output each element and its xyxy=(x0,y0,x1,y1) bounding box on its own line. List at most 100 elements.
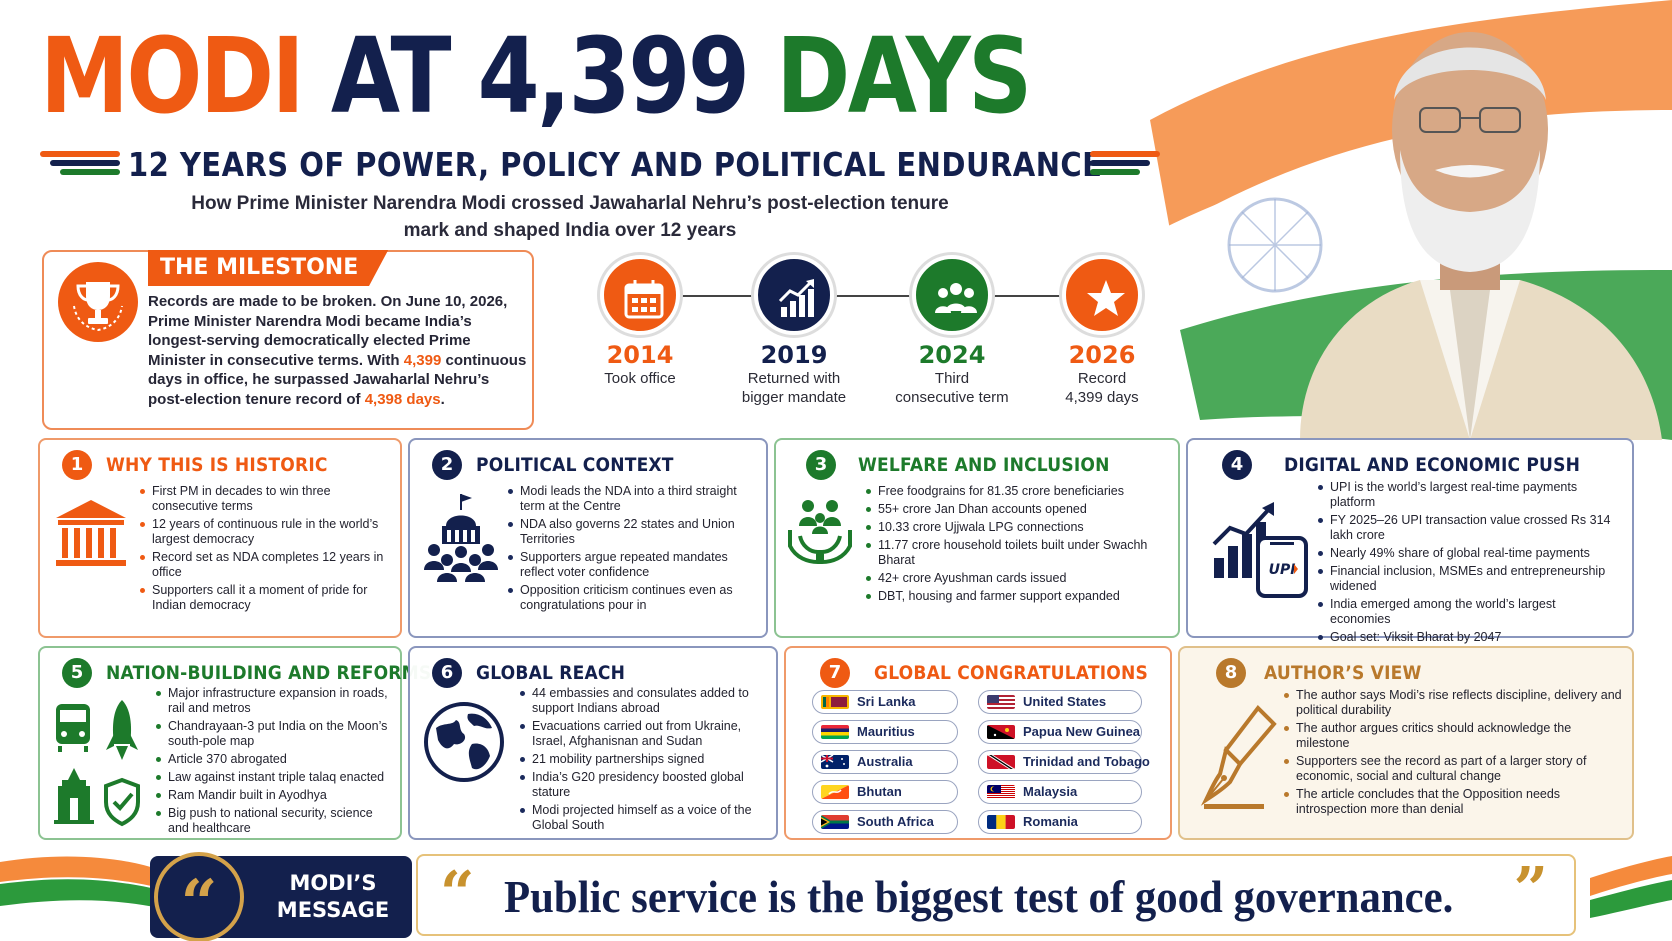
flag-trinidad-tobago-icon xyxy=(987,755,1015,769)
list-item: Modi projected himself as a voice of the… xyxy=(520,803,770,833)
fountain-pen-icon xyxy=(1200,704,1277,809)
country-name: South Africa xyxy=(857,814,934,829)
list-item: Nearly 49% share of global real-time pay… xyxy=(1318,546,1618,561)
list-item: 55+ crore Jan Dhan accounts opened xyxy=(866,502,1166,517)
card-political-context: 2 POLITICAL CONTEXT Modi leads the NDA i… xyxy=(408,438,768,638)
globe-icon xyxy=(424,702,504,782)
list-item: Opposition criticism continues even as c… xyxy=(508,583,758,613)
card-title: WELFARE AND INCLUSION xyxy=(858,454,1110,476)
card-title: DIGITAL AND ECONOMIC PUSH xyxy=(1284,454,1581,476)
card-number: 7 xyxy=(820,658,850,688)
flag-australia-icon xyxy=(821,755,849,769)
list-item: Evacuations carried out from Ukraine, Is… xyxy=(520,719,770,749)
list-item: Free foodgrains for 81.35 crore benefici… xyxy=(866,484,1166,499)
badge-line-2: MESSAGE xyxy=(276,898,390,922)
list-item: Supporters see the record as part of a l… xyxy=(1284,754,1624,784)
card-title: AUTHOR’S VIEW xyxy=(1264,662,1422,684)
card-number: 6 xyxy=(432,658,462,688)
timeline-badge-2024 xyxy=(912,255,992,335)
milestone-highlight-record: 4,398 days xyxy=(364,390,441,408)
card-list: Major infrastructure expansion in roads,… xyxy=(156,686,396,839)
flag-bhutan-icon xyxy=(821,785,849,799)
list-item: Chandrayaan-3 put India on the Moon’s so… xyxy=(156,719,396,749)
list-item: Record set as NDA completes 12 years in … xyxy=(140,550,390,580)
list-item: 12 years of continuous rule in the world… xyxy=(140,517,390,547)
growth-chart-icon xyxy=(778,279,814,317)
country-pill-south-africa: South Africa xyxy=(812,810,958,834)
star-icon xyxy=(1087,280,1125,316)
tagline: How Prime Minister Narendra Modi crossed… xyxy=(120,190,1020,244)
card-list: Modi leads the NDA into a third straight… xyxy=(508,484,758,616)
flag-sri-lanka-icon xyxy=(821,695,849,709)
timeline-year: 2026 xyxy=(1068,341,1136,369)
caring-hands-icon xyxy=(788,500,852,565)
milestone-text-a: Records are made to be broken. On June 1… xyxy=(148,293,508,369)
country-name: United States xyxy=(1023,694,1107,709)
card-title: NATION-BUILDING AND REFORMS xyxy=(106,662,432,684)
title-part-number: 4,399 xyxy=(477,15,751,137)
list-item: 10.33 crore Ujjwala LPG connections xyxy=(866,520,1166,535)
timeline-badge-2014 xyxy=(600,255,680,335)
timeline-caption: Third xyxy=(934,370,970,387)
timeline-step-2024: 2024 Third consecutive term xyxy=(872,255,1032,407)
tenure-timeline: 2014 Took office 2019 Returned with bigg… xyxy=(580,255,1180,425)
card-digital-economic: 4 DIGITAL AND ECONOMIC PUSH UPI UPI is t… xyxy=(1186,438,1634,644)
card-title: GLOBAL CONGRATULATIONS xyxy=(874,662,1148,684)
country-name: Romania xyxy=(1023,814,1078,829)
country-pill-mauritius: Mauritius xyxy=(812,720,958,744)
badge-line-1: MODI’S xyxy=(289,871,377,895)
timeline-caption: Record xyxy=(1077,370,1127,387)
card-nation-building: 5 NATION-BUILDING AND REFORMS Major infr… xyxy=(38,646,431,840)
list-item: Article 370 abrogated xyxy=(156,752,396,767)
quote-box: “ Public service is the biggest test of … xyxy=(416,854,1576,936)
timeline-caption: 4,399 days xyxy=(1065,389,1139,406)
crowd-building-icon xyxy=(424,494,498,582)
tagline-line-2: mark and shaped India over 12 years xyxy=(403,220,737,241)
country-pill-trinidad-tobago: Trinidad and Tobago xyxy=(978,750,1150,774)
milestone-text: Records are made to be broken. On June 1… xyxy=(148,292,528,409)
milestone-highlight-days: 4,399 xyxy=(403,351,442,369)
trophy-badge xyxy=(58,262,138,342)
card-global-congratulations: 7 GLOBAL CONGRATULATIONS Sri Lanka Unite… xyxy=(784,646,1172,840)
timeline-step-2014: 2014 Took office xyxy=(560,255,720,388)
flag-mauritius-icon xyxy=(821,725,849,739)
country-name: Australia xyxy=(857,754,913,769)
timeline-step-2026: 2026 Record 4,399 days xyxy=(1022,255,1182,407)
country-name: Malaysia xyxy=(1023,784,1078,799)
trophy-icon xyxy=(73,282,123,332)
quote-badge-mark: “ xyxy=(180,866,218,941)
list-item: The author argues critics should acknowl… xyxy=(1284,721,1624,751)
card-number: 2 xyxy=(432,450,462,480)
open-quote-mark: “ xyxy=(440,859,475,929)
country-pill-romania: Romania xyxy=(978,810,1142,834)
country-name: Trinidad and Tobago xyxy=(1023,754,1150,769)
list-item: Financial inclusion, MSMEs and entrepren… xyxy=(1318,564,1618,594)
card-title: GLOBAL REACH xyxy=(476,662,626,684)
tagline-line-1: How Prime Minister Narendra Modi crossed… xyxy=(191,193,949,214)
card-global-reach: 6 GLOBAL REACH 44 embassies and consulat… xyxy=(408,646,778,840)
list-item: India’s G20 presidency boosted global st… xyxy=(520,770,770,800)
quote-icon: “ xyxy=(154,852,244,941)
card-title: WHY THIS IS HISTORIC xyxy=(106,454,328,476)
country-pill-australia: Australia xyxy=(812,750,958,774)
list-item: Supporters argue repeated mandates refle… xyxy=(508,550,758,580)
subtitle-row: 12 YEARS OF POWER, POLICY AND POLITICAL … xyxy=(40,143,1160,187)
train-rocket-temple-shield-icon xyxy=(54,700,140,827)
card-list: 44 embassies and consulates added to sup… xyxy=(520,686,770,836)
flag-romania-icon xyxy=(987,815,1015,829)
timeline-year: 2024 xyxy=(918,341,986,369)
subtitle: 12 YEARS OF POWER, POLICY AND POLITICAL … xyxy=(128,145,1103,184)
timeline-caption: bigger mandate xyxy=(741,389,847,406)
country-pill-malaysia: Malaysia xyxy=(978,780,1142,804)
timeline-year: 2014 xyxy=(606,341,674,369)
list-item: 44 embassies and consulates added to sup… xyxy=(520,686,770,716)
close-quote-mark: ” xyxy=(1513,855,1548,925)
main-title: MODI AT 4,399 DAYS xyxy=(40,15,1032,137)
list-item: First PM in decades to win three consecu… xyxy=(140,484,390,514)
list-item: The author says Modi’s rise reflects dis… xyxy=(1284,688,1624,718)
list-item: 21 mobility partnerships signed xyxy=(520,752,770,767)
timeline-step-2019: 2019 Returned with bigger mandate xyxy=(714,255,874,407)
list-item: Major infrastructure expansion in roads,… xyxy=(156,686,396,716)
timeline-caption: consecutive term xyxy=(895,389,1009,406)
timeline-year: 2019 xyxy=(760,341,828,369)
